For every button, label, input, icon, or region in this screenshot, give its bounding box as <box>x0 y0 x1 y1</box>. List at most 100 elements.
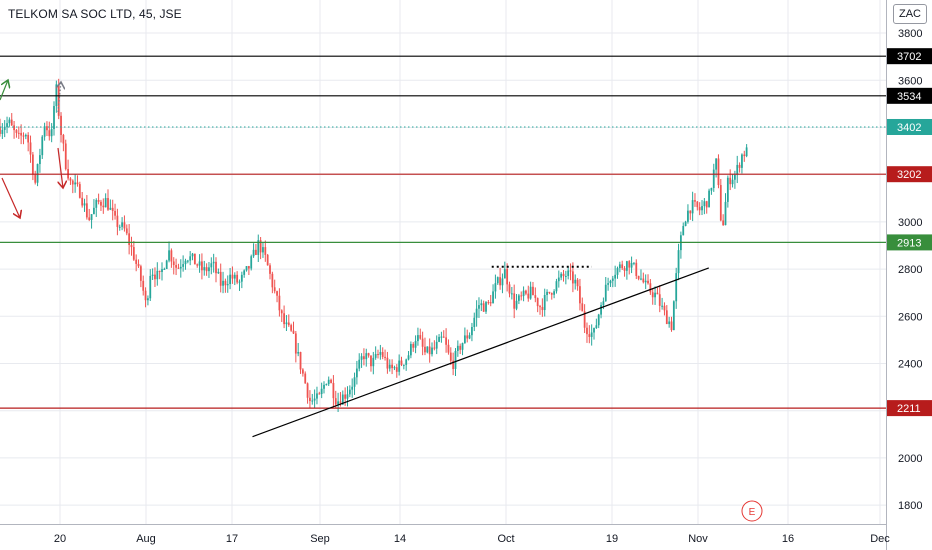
candle-body <box>487 302 490 304</box>
candle-body <box>395 367 398 372</box>
candle-body <box>471 326 473 336</box>
candle-body <box>168 250 170 261</box>
candle-body <box>46 126 48 131</box>
candle-body <box>83 203 86 206</box>
candle-body <box>640 278 642 280</box>
candle-body <box>630 262 633 268</box>
candle-body <box>27 134 30 143</box>
candle-body <box>144 290 147 301</box>
candle-body <box>297 352 300 354</box>
candle-body <box>550 293 553 295</box>
candle-body <box>482 303 485 312</box>
candle-body <box>71 180 74 185</box>
currency-button[interactable]: ZAC <box>893 4 927 24</box>
candle-body <box>736 164 739 175</box>
candle-body <box>62 134 65 144</box>
candle-body <box>586 327 588 335</box>
candle-body <box>724 201 727 226</box>
candle-body <box>325 384 328 386</box>
candle-body <box>8 119 11 124</box>
candle-body <box>320 388 323 395</box>
candle-body <box>219 271 222 286</box>
candle-body <box>85 203 88 218</box>
candle-body <box>309 397 311 402</box>
candle-body <box>745 147 748 157</box>
time-tick-label: Dec <box>870 533 890 545</box>
candle-body <box>574 279 577 284</box>
candle-body <box>142 280 145 291</box>
candle-body <box>691 200 694 214</box>
candle-body <box>461 343 464 350</box>
candle-body <box>381 352 384 357</box>
candle-body <box>191 253 194 257</box>
candle-body <box>39 155 41 165</box>
candle-body <box>360 356 363 360</box>
candle-body <box>628 261 631 268</box>
candle-body <box>623 268 626 271</box>
candle-body <box>675 273 678 302</box>
candle-body <box>388 364 391 369</box>
candle-body <box>247 266 250 269</box>
candle-body <box>252 249 255 257</box>
candle-body <box>431 347 433 355</box>
candle-body <box>717 158 720 186</box>
candle-body <box>128 233 131 245</box>
candle-body <box>348 389 351 395</box>
candle-body <box>647 280 649 284</box>
candle-body <box>607 283 610 285</box>
candle-body <box>250 256 253 269</box>
candle-body <box>433 347 436 349</box>
time-tick-label: 20 <box>54 533 66 545</box>
candle-body <box>60 115 62 135</box>
candle-body <box>175 265 177 268</box>
candle-body <box>665 310 668 325</box>
candle-body <box>541 306 544 311</box>
candle-body <box>633 262 635 264</box>
earnings-event-label: E <box>749 507 756 518</box>
candle-body <box>102 205 105 208</box>
time-tick-label: 19 <box>606 533 618 545</box>
candle-body <box>287 322 290 326</box>
price-tag-2211 <box>887 400 932 417</box>
candle-body <box>435 341 438 349</box>
green-arrow-up <box>0 80 8 101</box>
candle-body <box>557 277 560 282</box>
candle-body <box>90 214 93 220</box>
candle-body <box>41 136 44 156</box>
candle-body <box>440 336 443 338</box>
candle-body <box>743 154 746 157</box>
candle-body <box>172 261 175 266</box>
time-tick-label: 16 <box>782 533 794 545</box>
candle-body <box>111 207 114 211</box>
candle-body <box>733 174 736 180</box>
candle-body <box>163 268 166 270</box>
candle-body <box>672 301 675 331</box>
candle-body <box>494 283 497 292</box>
price-tag-3702 <box>887 48 932 65</box>
candle-body <box>510 293 513 295</box>
candle-body <box>452 360 455 369</box>
candle-body <box>132 247 135 260</box>
candle-body <box>203 267 206 271</box>
candle-body <box>301 369 304 374</box>
candle-body <box>212 261 215 264</box>
candle-body <box>663 305 666 311</box>
candle-body <box>414 341 417 348</box>
candle-body <box>701 206 703 211</box>
candle-body <box>400 360 403 365</box>
candle-body <box>217 271 220 274</box>
candle-body <box>290 325 293 331</box>
candle-body <box>588 334 591 337</box>
candle-body <box>292 330 295 334</box>
candle-body <box>485 302 487 312</box>
candle-body <box>165 260 168 269</box>
candle-body <box>419 335 422 339</box>
candle-body <box>43 126 46 137</box>
candle-body <box>386 357 389 369</box>
candle-body <box>337 401 339 405</box>
candle-body <box>503 269 506 279</box>
red-arrow-down <box>1 177 20 218</box>
candle-body <box>118 226 121 228</box>
